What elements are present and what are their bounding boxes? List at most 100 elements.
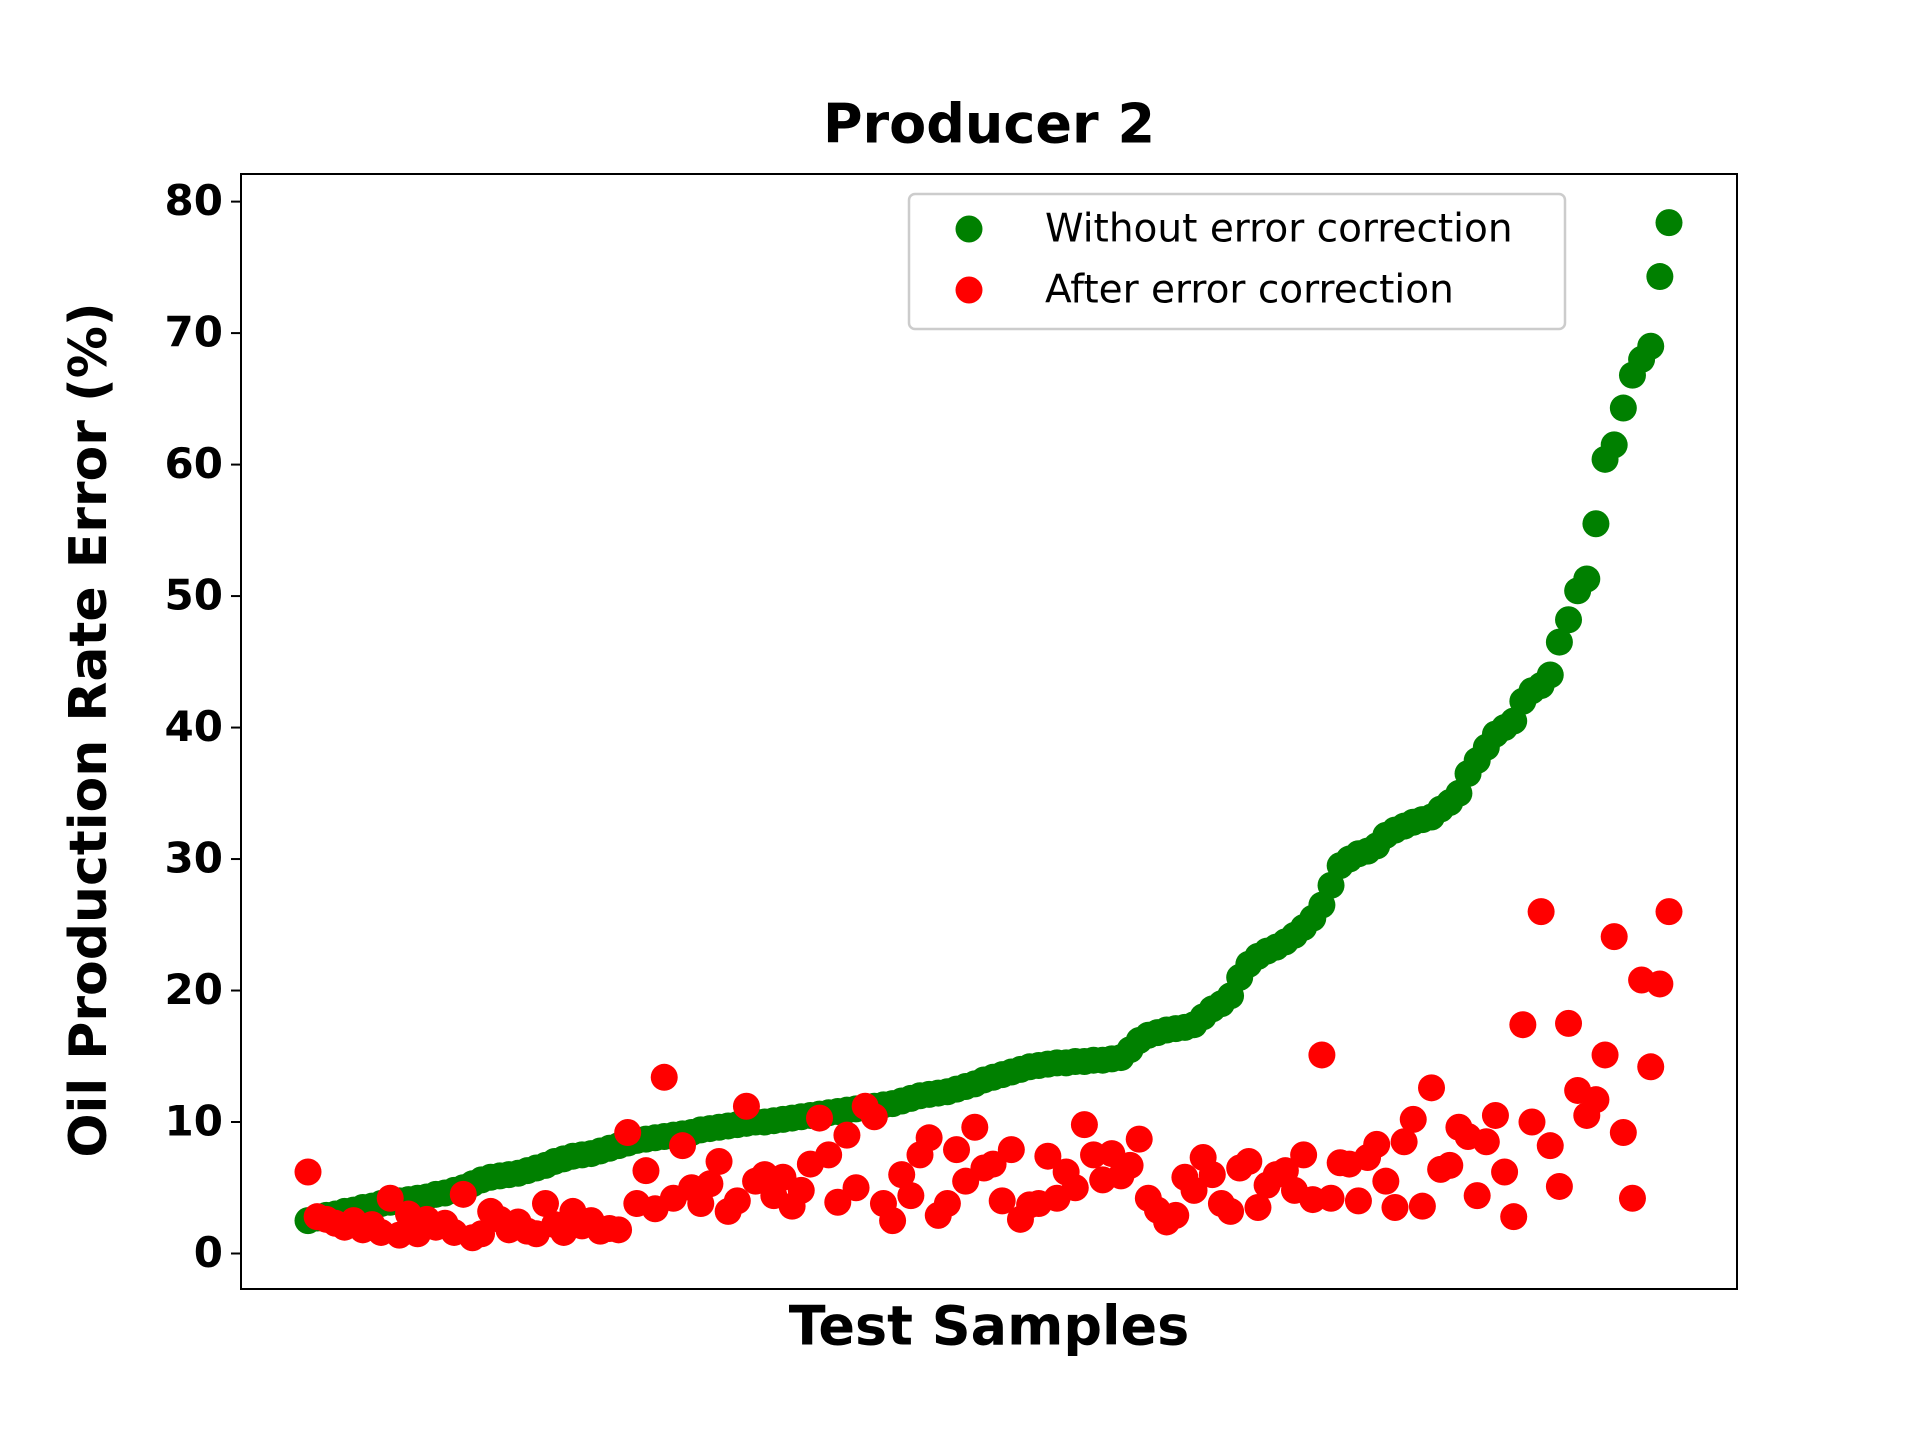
data-point — [1418, 1074, 1446, 1102]
y-tick-label: 50 — [165, 571, 223, 620]
x-axis-label: Test Samples — [789, 1295, 1190, 1358]
data-point — [888, 1161, 916, 1189]
data-point — [614, 1119, 642, 1147]
data-point — [915, 1124, 943, 1152]
data-point — [833, 1121, 861, 1149]
data-point — [1244, 1193, 1272, 1221]
y-tick-label: 30 — [165, 834, 223, 883]
data-point — [723, 1187, 751, 1215]
y-axis-label: Oil Production Rate Error (%) — [59, 302, 119, 1157]
data-point — [632, 1157, 660, 1185]
data-point — [1381, 1193, 1409, 1221]
data-point — [1609, 394, 1637, 422]
data-point — [943, 1136, 971, 1164]
data-point — [1591, 1041, 1619, 1069]
data-point — [1618, 1184, 1646, 1212]
data-point — [1582, 1086, 1610, 1114]
data-point — [1545, 1172, 1573, 1200]
data-point — [806, 1104, 834, 1132]
data-point — [1162, 1201, 1190, 1229]
legend-marker — [955, 276, 983, 304]
data-point — [1655, 209, 1683, 237]
data-point — [376, 1184, 404, 1212]
legend-label: Without error correction — [1045, 207, 1513, 252]
data-point — [1372, 1167, 1400, 1195]
data-point — [732, 1092, 760, 1120]
data-point — [1637, 1053, 1665, 1081]
data-point — [815, 1141, 843, 1169]
data-point — [1600, 431, 1628, 459]
data-point — [979, 1150, 1007, 1178]
data-point — [860, 1103, 888, 1131]
y-tick-label: 0 — [194, 1228, 223, 1277]
data-point — [1125, 1125, 1153, 1153]
data-point — [1573, 565, 1601, 593]
data-point — [1655, 898, 1683, 926]
data-point — [1235, 1147, 1263, 1175]
data-point — [1527, 898, 1555, 926]
data-point — [1034, 1142, 1062, 1170]
data-point — [605, 1216, 633, 1244]
data-point — [997, 1136, 1025, 1164]
data-point — [1217, 1197, 1245, 1225]
legend-label: After error correction — [1045, 268, 1454, 313]
plot-area — [294, 209, 1683, 1252]
data-point — [1500, 1203, 1528, 1231]
data-point — [879, 1207, 907, 1235]
data-point — [1646, 970, 1674, 998]
data-point — [1491, 1158, 1519, 1186]
data-point — [1600, 923, 1628, 951]
y-tick-label: 40 — [165, 702, 223, 751]
data-point — [1536, 1132, 1564, 1160]
y-tick-label: 80 — [165, 176, 223, 225]
data-point — [1582, 510, 1610, 538]
data-point — [961, 1113, 989, 1141]
data-point — [696, 1170, 724, 1198]
data-point — [1463, 1182, 1491, 1210]
data-point — [1509, 1011, 1537, 1039]
axes-frame — [240, 173, 1738, 1290]
data-point — [933, 1190, 961, 1218]
y-tick-label: 70 — [165, 308, 223, 357]
data-point — [1637, 332, 1665, 360]
data-point — [1555, 1009, 1583, 1037]
legend-box — [907, 192, 1567, 331]
data-point — [449, 1180, 477, 1208]
data-point — [705, 1147, 733, 1175]
data-point — [1317, 1184, 1345, 1212]
data-point — [1536, 661, 1564, 689]
y-tick-label: 60 — [165, 439, 223, 488]
data-point — [824, 1188, 852, 1216]
data-point — [1555, 606, 1583, 634]
y-tick-label: 10 — [165, 1097, 223, 1146]
data-point — [1390, 1128, 1418, 1156]
data-point — [468, 1220, 496, 1248]
data-point — [842, 1174, 870, 1202]
data-point — [1545, 628, 1573, 656]
data-point — [1198, 1161, 1226, 1189]
data-point — [1070, 1111, 1098, 1139]
data-point — [897, 1182, 925, 1210]
data-point — [669, 1132, 697, 1160]
data-point — [650, 1063, 678, 1091]
data-point — [1344, 1187, 1372, 1215]
y-tick-label: 20 — [165, 965, 223, 1014]
data-point — [531, 1190, 559, 1218]
data-point — [1308, 1041, 1336, 1069]
data-point — [294, 1158, 322, 1186]
data-point — [1290, 1141, 1318, 1169]
data-point — [1399, 1105, 1427, 1133]
data-point — [1116, 1151, 1144, 1179]
data-point — [787, 1176, 815, 1204]
chart-title: Producer 2 — [823, 93, 1155, 156]
data-point — [1518, 1108, 1546, 1136]
legend-marker — [955, 215, 983, 243]
data-point — [1646, 263, 1674, 291]
data-point — [1472, 1128, 1500, 1156]
data-point — [1180, 1176, 1208, 1204]
data-point — [1061, 1174, 1089, 1202]
data-point — [1363, 1130, 1391, 1158]
data-point — [1609, 1119, 1637, 1147]
data-point — [988, 1187, 1016, 1215]
